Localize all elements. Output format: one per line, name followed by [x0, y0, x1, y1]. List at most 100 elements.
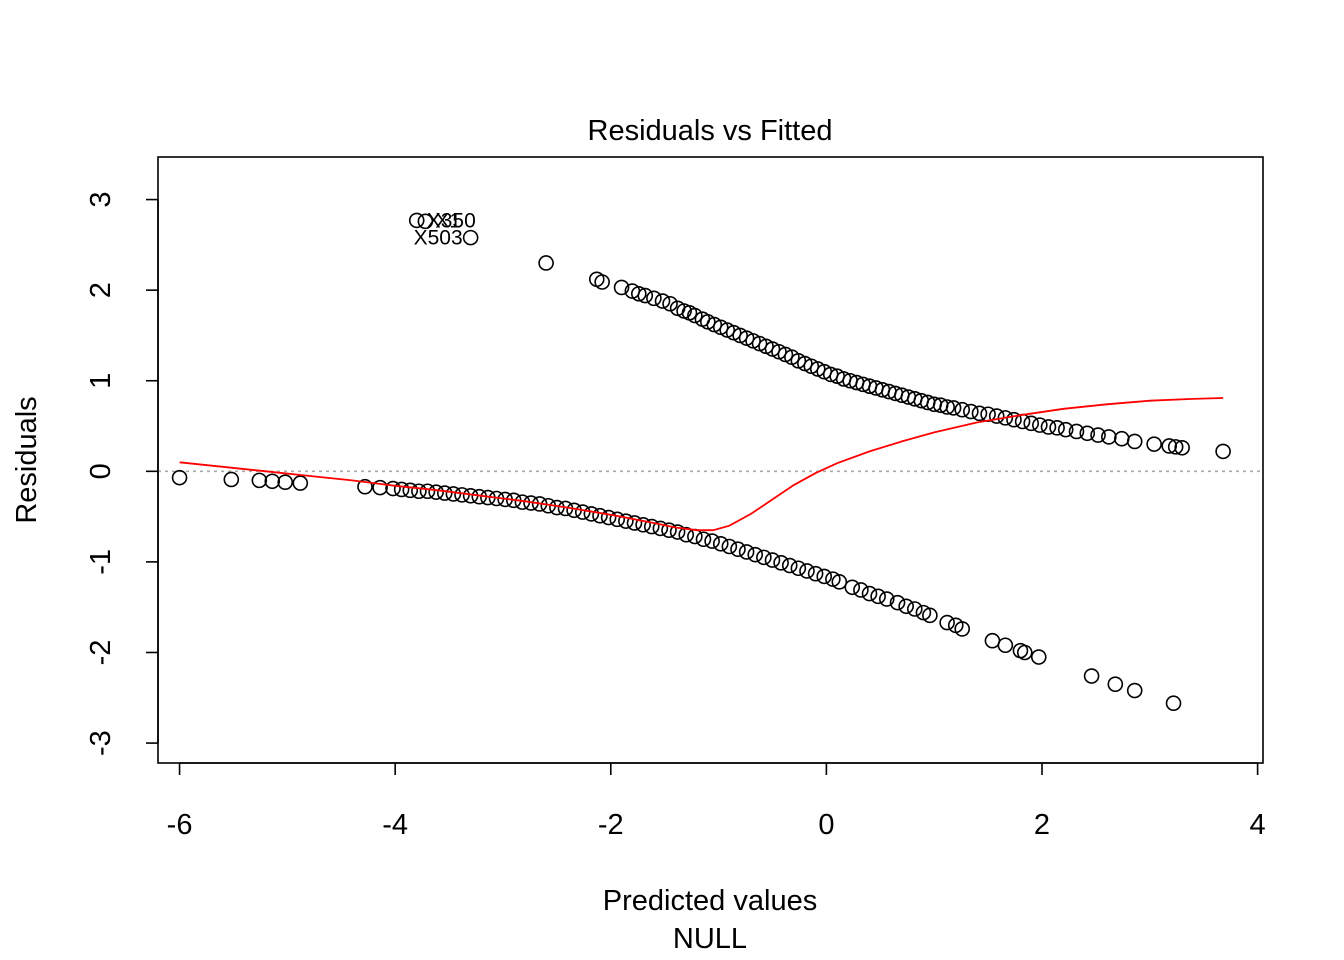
y-tick-label: 3: [85, 192, 117, 208]
x-tick-label: 2: [1034, 809, 1050, 841]
data-point: [1113, 430, 1130, 447]
data-point: [971, 405, 988, 422]
data-point: [747, 546, 764, 563]
data-point: [251, 472, 268, 489]
data-point: [292, 475, 309, 491]
data-point: [643, 518, 660, 535]
data-point: [1057, 421, 1074, 438]
data-point: [773, 555, 789, 571]
data-point: [781, 557, 798, 574]
chart-title: Residuals vs Fitted: [588, 115, 833, 147]
data-point: [1146, 436, 1162, 452]
data-point: [687, 528, 703, 545]
data-point: [1174, 439, 1190, 456]
x-axis: -6 -4 -2 0 2 4: [167, 762, 1266, 841]
x-tick-label: -6: [167, 809, 193, 841]
data-point: [1006, 411, 1022, 428]
x-tick-label: 0: [818, 809, 834, 841]
data-point: [652, 520, 669, 537]
data-point: [844, 579, 861, 596]
data-point: [1068, 423, 1085, 440]
data-point: [906, 601, 923, 617]
point-annotation: X503: [414, 227, 463, 250]
data-point: [402, 482, 419, 499]
data-points: [171, 212, 1231, 712]
data-point: [790, 560, 807, 577]
data-point: [1030, 649, 1047, 665]
data-point: [408, 212, 425, 229]
y-tick-label: -2: [85, 640, 117, 666]
data-point: [687, 307, 703, 324]
data-point: [922, 607, 938, 624]
data-point: [1167, 439, 1184, 455]
data-point: [721, 538, 738, 555]
data-point: [939, 614, 955, 631]
data-point: [963, 403, 979, 420]
data-point: [594, 274, 610, 290]
data-point: [889, 594, 906, 611]
data-point: [635, 516, 651, 533]
data-point: [831, 574, 848, 590]
data-point: [738, 544, 755, 560]
data-point: [393, 481, 410, 498]
data-point: [436, 485, 453, 501]
data-point: [997, 410, 1014, 426]
data-point: [618, 513, 634, 529]
data-point: [870, 588, 886, 605]
y-axis: -3 -2 -1 0 1 2 3: [85, 192, 159, 756]
data-point: [372, 479, 388, 496]
data-point: [678, 526, 695, 543]
data-point: [264, 473, 281, 490]
data-point: [1040, 419, 1057, 435]
data-point: [662, 295, 678, 312]
data-point: [898, 598, 914, 615]
data-point: [626, 515, 643, 531]
point-annotation: X350: [427, 209, 476, 232]
data-point: [997, 637, 1014, 654]
data-point: [1126, 682, 1143, 699]
data-point: [538, 255, 554, 271]
data-point: [171, 469, 188, 486]
data-point: [1165, 695, 1182, 712]
x-tick-label: 4: [1250, 809, 1266, 841]
data-point: [411, 483, 427, 500]
data-point: [357, 478, 373, 495]
data-point: [954, 621, 971, 637]
smooth-curve: [179, 397, 1224, 532]
data-point: [592, 507, 608, 524]
data-point: [861, 585, 878, 602]
y-tick-label: 2: [85, 282, 117, 298]
data-point: [807, 565, 824, 582]
data-point: [816, 568, 833, 585]
data-point: [609, 511, 626, 528]
x-axis-subtitle: NULL: [673, 923, 747, 955]
data-point: [984, 632, 1001, 649]
data-point: [1049, 420, 1065, 436]
data-point: [712, 535, 729, 552]
data-point: [669, 524, 686, 540]
data-point: [1083, 668, 1100, 684]
data-point: [695, 531, 712, 548]
data-point: [1079, 425, 1096, 442]
data-point: [631, 285, 647, 302]
data-point: [756, 549, 772, 566]
x-tick-label: -2: [598, 809, 624, 841]
y-tick-label: -3: [85, 730, 117, 756]
data-point: [462, 229, 479, 246]
x-axis-title: Predicted values: [603, 885, 817, 917]
data-point: [799, 563, 815, 579]
data-point: [1215, 443, 1231, 460]
data-point: [654, 293, 671, 309]
data-point: [988, 408, 1005, 424]
data-point: [637, 287, 654, 304]
data-point: [764, 552, 781, 568]
data-point: [661, 522, 677, 539]
data-point: [223, 471, 240, 488]
data-point: [385, 480, 401, 497]
data-point: [1016, 644, 1033, 661]
smooth-line: [179, 397, 1224, 532]
data-point: [1126, 433, 1143, 450]
y-axis-title: Residuals: [11, 396, 43, 523]
data-point: [417, 213, 434, 230]
